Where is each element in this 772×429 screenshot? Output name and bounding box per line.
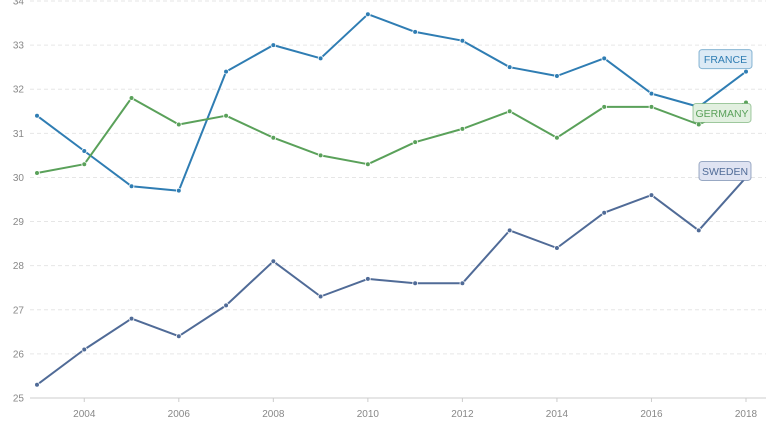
data-point-france-2018[interactable] bbox=[743, 68, 749, 75]
data-point-germany-2008[interactable] bbox=[270, 134, 277, 141]
data-point-germany-2005[interactable] bbox=[128, 95, 135, 101]
y-axis-ticks: 25 26 27 28 29 30 31 32 33 34 bbox=[13, 0, 25, 405]
series-label-sweden: SWEDEN bbox=[698, 160, 752, 181]
data-point-france-2010[interactable] bbox=[365, 11, 371, 18]
data-point-sweden-2007[interactable] bbox=[223, 302, 229, 309]
series-sweden bbox=[34, 174, 749, 388]
data-point-sweden-2011[interactable] bbox=[412, 280, 418, 287]
y-tick-label: 27 bbox=[13, 305, 25, 316]
x-tick-label: 2004 bbox=[73, 409, 96, 420]
y-tick-label: 32 bbox=[13, 85, 25, 96]
data-point-france-2003[interactable] bbox=[34, 112, 40, 119]
data-point-france-2005[interactable] bbox=[128, 183, 135, 190]
data-point-sweden-2017[interactable] bbox=[695, 227, 702, 234]
data-point-france-2011[interactable] bbox=[412, 29, 418, 35]
data-point-france-2016[interactable] bbox=[648, 90, 655, 97]
x-tick-label: 2012 bbox=[451, 409, 474, 420]
x-tick-label: 2018 bbox=[735, 409, 758, 420]
series-label-text: SWEDEN bbox=[702, 166, 748, 178]
data-point-germany-2003[interactable] bbox=[34, 170, 40, 176]
y-tick-label: 29 bbox=[13, 217, 25, 228]
series-germany bbox=[34, 95, 749, 176]
data-point-france-2004[interactable] bbox=[81, 148, 88, 154]
data-point-sweden-2014[interactable] bbox=[554, 245, 560, 251]
x-tick-label: 2010 bbox=[357, 409, 380, 420]
data-point-germany-2007[interactable] bbox=[223, 112, 229, 119]
y-tick-label: 25 bbox=[13, 394, 25, 405]
data-point-france-2014[interactable] bbox=[554, 73, 560, 79]
data-point-germany-2014[interactable] bbox=[554, 134, 560, 141]
data-point-france-2006[interactable] bbox=[176, 187, 182, 194]
data-point-sweden-2012[interactable] bbox=[459, 280, 466, 287]
y-tick-label: 31 bbox=[13, 129, 25, 140]
series-france bbox=[34, 11, 749, 194]
data-point-germany-2012[interactable] bbox=[459, 126, 466, 132]
series-labels: FRANCE GERMANY SWEDEN bbox=[692, 49, 753, 181]
x-tick-label: 2014 bbox=[546, 409, 569, 420]
series-label-france: FRANCE bbox=[698, 49, 753, 70]
series-line-sweden bbox=[36, 176, 747, 386]
data-point-germany-2006[interactable] bbox=[176, 121, 182, 128]
y-tick-label: 33 bbox=[13, 41, 25, 52]
data-point-sweden-2013[interactable] bbox=[506, 227, 513, 234]
data-point-sweden-2003[interactable] bbox=[34, 381, 40, 388]
series-label-box bbox=[698, 49, 753, 70]
series-line-germany bbox=[36, 97, 747, 174]
series-label-text: GERMANY bbox=[695, 108, 748, 120]
series-line-france bbox=[36, 13, 747, 192]
data-point-france-2012[interactable] bbox=[459, 37, 466, 44]
data-point-germany-2004[interactable] bbox=[81, 161, 88, 168]
data-point-sweden-2010[interactable] bbox=[365, 276, 371, 282]
data-point-germany-2010[interactable] bbox=[365, 161, 371, 168]
y-tick-label: 34 bbox=[13, 0, 25, 8]
x-tick-label: 2006 bbox=[168, 409, 191, 420]
data-point-germany-2015[interactable] bbox=[601, 104, 607, 110]
series-label-germany: GERMANY bbox=[692, 102, 752, 123]
data-point-sweden-2009[interactable] bbox=[317, 293, 324, 300]
y-tick-label: 30 bbox=[13, 173, 25, 184]
x-axis-ticks: 2004 2006 2008 2010 2012 2014 2016 2018 bbox=[73, 398, 758, 420]
x-tick-label: 2008 bbox=[262, 409, 285, 420]
data-point-france-2008[interactable] bbox=[270, 42, 277, 48]
data-point-france-2007[interactable] bbox=[223, 68, 229, 75]
data-point-france-2013[interactable] bbox=[506, 64, 513, 70]
data-point-sweden-2004[interactable] bbox=[81, 346, 88, 353]
y-tick-label: 26 bbox=[13, 349, 25, 360]
data-point-sweden-2006[interactable] bbox=[176, 333, 182, 340]
series-label-box bbox=[692, 102, 752, 123]
data-point-germany-2016[interactable] bbox=[648, 104, 655, 110]
data-point-sweden-2015[interactable] bbox=[601, 209, 607, 216]
data-point-germany-2009[interactable] bbox=[317, 152, 324, 159]
data-point-germany-2011[interactable] bbox=[412, 139, 418, 145]
data-point-france-2009[interactable] bbox=[317, 55, 324, 62]
series bbox=[34, 11, 749, 388]
grid bbox=[30, 0, 766, 355]
y-tick-label: 28 bbox=[13, 261, 25, 272]
series-label-text: FRANCE bbox=[704, 54, 747, 66]
data-point-france-2015[interactable] bbox=[601, 55, 607, 62]
x-tick-label: 2016 bbox=[640, 409, 663, 420]
data-point-germany-2013[interactable] bbox=[506, 108, 513, 115]
series-label-box bbox=[698, 160, 752, 181]
data-point-sweden-2016[interactable] bbox=[648, 192, 655, 198]
data-point-sweden-2005[interactable] bbox=[128, 315, 135, 322]
data-point-sweden-2008[interactable] bbox=[270, 258, 277, 265]
